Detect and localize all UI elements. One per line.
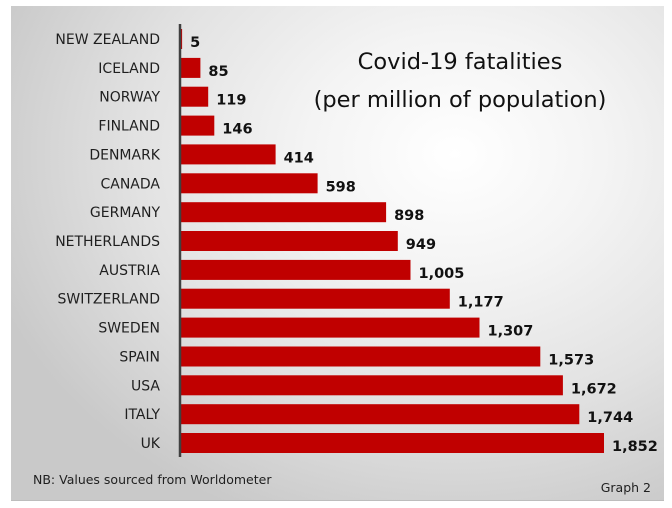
graph-label: Graph 2 [601,480,651,495]
bar-canada [181,173,318,194]
source-note: NB: Values sourced from Worldometer [33,472,272,487]
bars-layer [181,29,604,453]
bar-sweden [181,317,480,338]
category-label: DENMARK [89,147,160,163]
value-label: 1,852 [612,439,658,455]
bar-denmark [181,144,276,165]
category-label: NETHERLANDS [55,234,160,250]
value-label: 949 [406,237,436,253]
value-label: 1,005 [419,266,465,282]
bar-switzerland [181,288,450,309]
bar-chart: NEW ZEALAND ICELAND NORWAY FINLAND DENMARK CA… [33,24,658,495]
value-label: 414 [284,150,314,166]
value-label: 1,744 [587,410,633,426]
value-label: 1,573 [548,353,594,369]
bar-austria [181,259,411,280]
bar-netherlands [181,231,398,251]
value-label: 5 [190,35,200,51]
category-label: NORWAY [99,90,160,106]
category-label: GERMANY [90,205,161,221]
chart-title-line-2: (per million of population) [314,87,607,113]
bar-finland [181,115,215,136]
category-label: SWEDEN [98,321,160,337]
bar-iceland [181,57,201,78]
category-label: UK [141,436,161,452]
value-label: 1,177 [458,295,504,311]
value-label: 119 [216,93,246,109]
category-label: CANADA [100,176,160,192]
value-label: 1,307 [488,324,534,340]
bar-uk [181,433,604,453]
category-label: ITALY [124,407,160,423]
value-label: 85 [208,64,228,80]
value-label: 146 [222,122,252,138]
category-label: NEW ZEALAND [55,32,160,48]
value-label: 898 [394,208,424,224]
bar-usa [181,375,563,396]
bar-new-zealand [181,29,183,49]
category-label: USA [131,378,160,394]
value-labels: 5 85 119 146 414 598 898 949 1,005 1,177 1,307 1,57… [190,35,658,455]
category-label: FINLAND [98,119,160,135]
category-label: AUSTRIA [99,263,160,279]
bar-spain [181,346,541,367]
category-labels: NEW ZEALAND ICELAND NORWAY FINLAND DENMARK CA… [55,32,161,452]
chart-frame: NEW ZEALAND ICELAND NORWAY FINLAND DENMARK CA… [11,6,664,501]
value-label: 598 [326,179,356,195]
bar-germany [181,202,387,223]
category-label: ICELAND [98,61,160,77]
category-label: SPAIN [119,350,160,366]
bar-norway [181,86,209,107]
value-label: 1,672 [571,381,617,397]
category-label: SWITZERLAND [57,292,160,308]
chart-title-line-1: Covid-19 fatalities [358,49,563,75]
bar-italy [181,404,580,425]
